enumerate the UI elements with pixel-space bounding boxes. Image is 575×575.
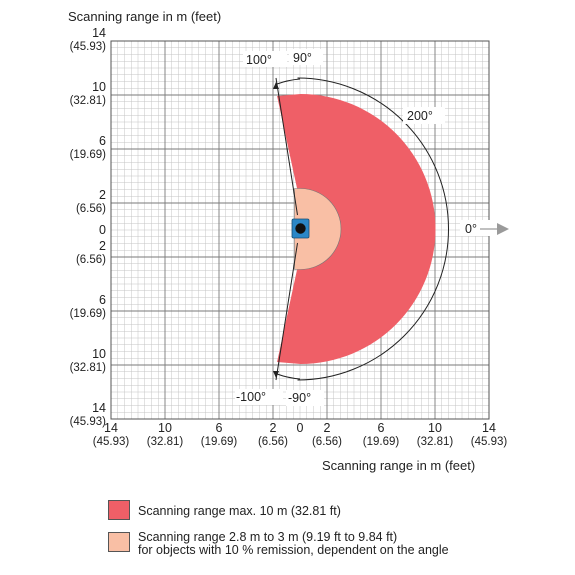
angle-label-bottom-90: -90°	[286, 390, 324, 406]
max-range-region	[277, 94, 436, 364]
angle-label-zero: 0°	[460, 220, 490, 236]
y-tick-label: 2	[99, 239, 106, 253]
x-tick-label: 10	[428, 421, 442, 435]
y-axis-title: Scanning range in m (feet)	[68, 9, 221, 24]
angle-label-top-90: 90°	[289, 49, 323, 65]
x-tick-label-feet: (19.69)	[363, 436, 400, 448]
svg-text:200°: 200°	[407, 109, 433, 123]
y-tick-label: 0	[99, 223, 106, 237]
legend-label-remission-line2: for objects with 10 % remission, depende…	[138, 543, 449, 557]
angle-arc-bottom	[276, 373, 301, 380]
svg-text:-90°: -90°	[288, 391, 311, 405]
y-tick-label-feet: (32.81)	[70, 95, 107, 107]
x-tick-label: 10	[158, 421, 172, 435]
y-tick-label-feet: (32.81)	[70, 362, 107, 374]
y-tick-label: 6	[99, 293, 106, 307]
legend-label-remission-line1: Scanning range 2.8 m to 3 m (9.19 ft to …	[138, 530, 398, 544]
y-tick-label-feet: (6.56)	[76, 254, 106, 266]
svg-text:100°: 100°	[246, 53, 272, 67]
x-tick-label: 14	[104, 421, 118, 435]
y-tick-label: 6	[99, 134, 106, 148]
x-tick-label-feet: (45.93)	[93, 436, 130, 448]
y-tick-label-feet: (45.93)	[70, 416, 107, 428]
y-tick-label-feet: (19.69)	[70, 149, 107, 161]
y-tick-label: 2	[99, 188, 106, 202]
y-tick-labels: 14(45.93)10(32.81)6(19.69)2(6.56)02(6.56…	[70, 26, 107, 428]
y-tick-label: 10	[92, 347, 106, 361]
x-tick-label-feet: (6.56)	[258, 436, 288, 448]
y-tick-label: 14	[92, 401, 106, 415]
sweep-arc-200	[297, 77, 449, 381]
x-tick-label: 14	[482, 421, 496, 435]
x-tick-label-feet: (6.56)	[312, 436, 342, 448]
y-tick-label: 14	[92, 26, 106, 40]
x-tick-label-feet: (45.93)	[471, 436, 508, 448]
x-axis-title: Scanning range in m (feet)	[322, 458, 475, 473]
remission-range-region	[294, 188, 342, 270]
x-tick-label: 6	[378, 421, 385, 435]
angle-label-sweep: 200°	[403, 107, 445, 124]
x-tick-label: 2	[270, 421, 277, 435]
y-tick-label-feet: (6.56)	[76, 203, 106, 215]
legend-swatch-remission	[108, 532, 130, 552]
sensor-lens-icon	[295, 223, 306, 234]
svg-text:0°: 0°	[465, 222, 477, 236]
x-tick-label-feet: (19.69)	[201, 436, 238, 448]
angle-label-bottom-100: -100°	[235, 389, 283, 405]
x-tick-label-feet: (32.81)	[417, 436, 454, 448]
y-tick-label-feet: (45.93)	[70, 41, 107, 53]
angle-arc-top	[276, 78, 301, 85]
x-tick-label: 0	[297, 421, 304, 435]
x-tick-labels: 14(45.93)10(32.81)6(19.69)2(6.56)0 2(6.56…	[93, 421, 508, 448]
arrowhead-top-icon	[273, 82, 279, 89]
x-tick-label: 2	[324, 421, 331, 435]
svg-text:90°: 90°	[293, 51, 312, 65]
arrowhead-bottom-icon	[273, 371, 279, 378]
boundary-line-bottom	[275, 242, 298, 381]
svg-text:-100°: -100°	[236, 390, 266, 404]
angle-label-top-100: 100°	[243, 51, 287, 67]
legend-label-max: Scanning range max. 10 m (32.81 ft)	[138, 504, 341, 518]
x-tick-label-feet: (32.81)	[147, 436, 184, 448]
y-tick-label: 10	[92, 80, 106, 94]
zero-direction-arrow-icon	[497, 223, 509, 235]
y-tick-label-feet: (19.69)	[70, 308, 107, 320]
boundary-line-top	[275, 77, 298, 216]
legend-swatch-max	[108, 500, 130, 520]
x-tick-label: 6	[216, 421, 223, 435]
